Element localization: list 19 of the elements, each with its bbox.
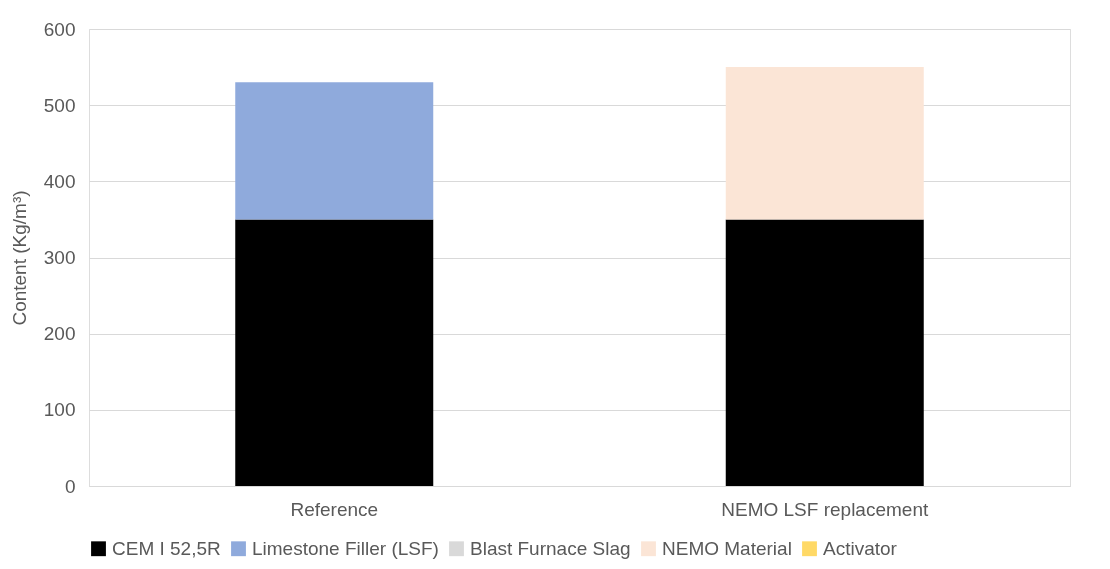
y-tick-label: 500 <box>43 94 76 116</box>
legend-label: Activator <box>823 537 898 559</box>
y-tick-label: 0 <box>64 475 76 497</box>
y-tick-label: 600 <box>43 18 76 40</box>
y-tick-label: 300 <box>43 247 76 268</box>
y-tick-label: 100 <box>43 399 76 421</box>
x-tick-label: Reference <box>290 498 379 520</box>
legend-label: NEMO Material <box>662 537 792 559</box>
legend-label: CEM I 52,5R <box>112 537 221 559</box>
bar <box>725 67 924 220</box>
legend-label: Blast Furnace Slag <box>470 537 631 559</box>
bar <box>235 219 434 486</box>
y-tick-label: 200 <box>43 323 76 345</box>
y-axis-title: Content (Kg/m³) <box>8 190 30 326</box>
x-tick-label: NEMO LSF replacement <box>721 498 929 520</box>
y-tick-label: 400 <box>43 170 76 192</box>
bar <box>235 82 434 220</box>
legend-label: Limestone Filler (LSF) <box>252 537 439 559</box>
bar <box>725 219 924 486</box>
